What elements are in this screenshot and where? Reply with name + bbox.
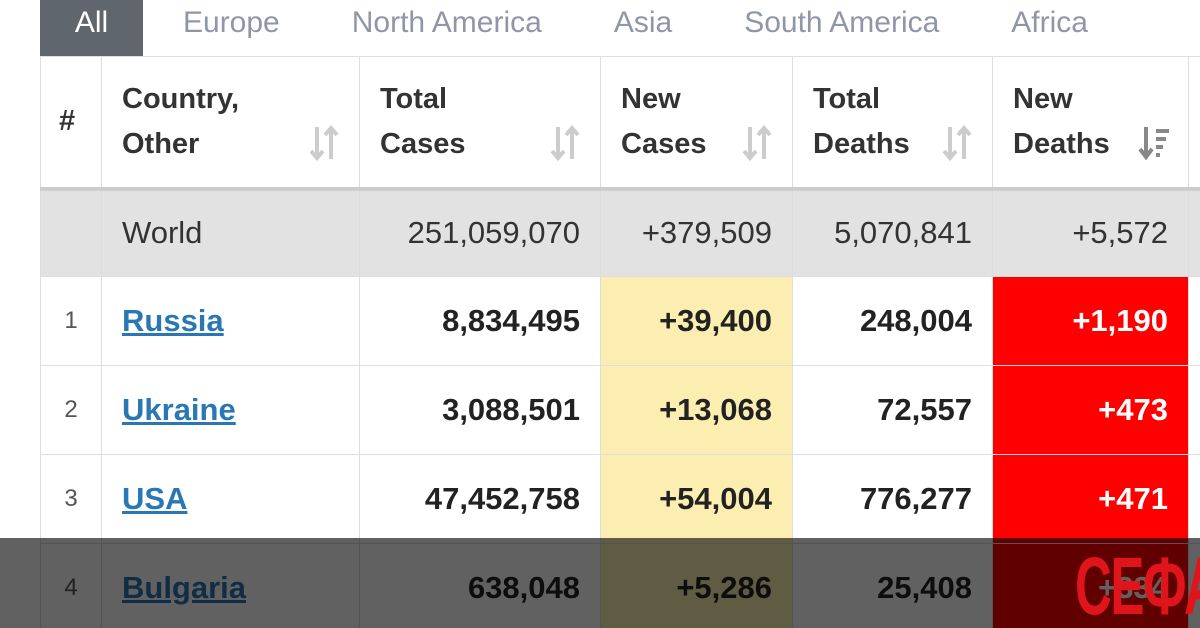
cell bbox=[40, 188, 102, 277]
cell: +13,068 bbox=[600, 365, 793, 455]
tab[interactable]: Asia bbox=[613, 6, 673, 39]
sort-icon[interactable] bbox=[942, 124, 974, 161]
header-label: Total Cases bbox=[380, 82, 466, 160]
cell bbox=[1188, 454, 1200, 544]
cell: 8,834,495 bbox=[359, 276, 601, 366]
country-row: 3 USA 47,452,758 +54,004 776,277 +471 bbox=[40, 454, 1200, 544]
country-link[interactable]: USA bbox=[122, 481, 188, 516]
cell: 248,004 bbox=[792, 276, 993, 366]
data-table: # Country, Other Total Cases New Cases Total… bbox=[40, 56, 1200, 628]
cell: World bbox=[101, 188, 360, 277]
column-header: # bbox=[40, 56, 102, 191]
cell: +54,004 bbox=[600, 454, 793, 544]
cell: +379,509 bbox=[600, 188, 793, 277]
column-header: New Deaths bbox=[992, 56, 1189, 191]
country-link[interactable]: Russia bbox=[122, 303, 224, 338]
cell: 3,088,501 bbox=[359, 365, 601, 455]
column-header: Total Cases bbox=[359, 56, 601, 191]
cell: +5,572 bbox=[992, 188, 1189, 277]
column-header: Total Deaths bbox=[792, 56, 993, 191]
cell: +39,400 bbox=[600, 276, 793, 366]
sort-icon[interactable] bbox=[309, 124, 341, 161]
cell: Russia bbox=[101, 276, 360, 366]
table-body: World 251,059,070 +379,509 5,070,841 +5,572 1… bbox=[40, 188, 1200, 628]
cell: 776,277 bbox=[792, 454, 993, 544]
cell bbox=[1188, 276, 1200, 366]
tabs: All Europe North America Asia South America A… bbox=[40, 0, 1138, 56]
cell: +471 bbox=[992, 454, 1189, 544]
cell: 251,059,070 bbox=[359, 188, 601, 277]
cell: +1,190 bbox=[992, 276, 1189, 366]
country-link[interactable]: Ukraine bbox=[122, 392, 236, 427]
tab[interactable]: Europe bbox=[183, 6, 280, 39]
tab[interactable]: Africa bbox=[1011, 6, 1088, 39]
cell: 2 bbox=[40, 365, 102, 455]
country-row: 2 Ukraine 3,088,501 +13,068 72,557 +473 bbox=[40, 365, 1200, 455]
sort-icon[interactable] bbox=[1138, 125, 1170, 161]
cell bbox=[1188, 365, 1200, 455]
header-label: Total Deaths bbox=[813, 82, 910, 160]
header-label: # bbox=[59, 105, 76, 138]
cell: 47,452,758 bbox=[359, 454, 601, 544]
column-header: Country, Other bbox=[101, 56, 360, 191]
header-row: # Country, Other Total Cases New Cases Total… bbox=[40, 56, 1200, 191]
sort-icon[interactable] bbox=[742, 124, 774, 161]
column-header: New Cases bbox=[600, 56, 793, 191]
tab[interactable]: All bbox=[40, 0, 143, 56]
cell: 3 bbox=[40, 454, 102, 544]
header-label: New Deaths bbox=[1013, 82, 1110, 160]
overlay bbox=[0, 538, 1200, 628]
sort-icon[interactable] bbox=[550, 124, 582, 161]
cell bbox=[1188, 188, 1200, 277]
country-row: 1 Russia 8,834,495 +39,400 248,004 +1,190 bbox=[40, 276, 1200, 366]
tab[interactable]: North America bbox=[351, 6, 542, 39]
cell: USA bbox=[101, 454, 360, 544]
cell: 5,070,841 bbox=[792, 188, 993, 277]
cell: +473 bbox=[992, 365, 1189, 455]
cell: 1 bbox=[40, 276, 102, 366]
logo: СЕФА bbox=[1075, 541, 1200, 628]
world-row: World 251,059,070 +379,509 5,070,841 +5,572 bbox=[40, 188, 1200, 277]
header-label: Country, Other bbox=[122, 82, 240, 160]
column-header bbox=[1188, 56, 1200, 191]
cell: 72,557 bbox=[792, 365, 993, 455]
header-label: New Cases bbox=[621, 82, 707, 160]
tab[interactable]: South America bbox=[744, 6, 940, 39]
cell: Ukraine bbox=[101, 365, 360, 455]
